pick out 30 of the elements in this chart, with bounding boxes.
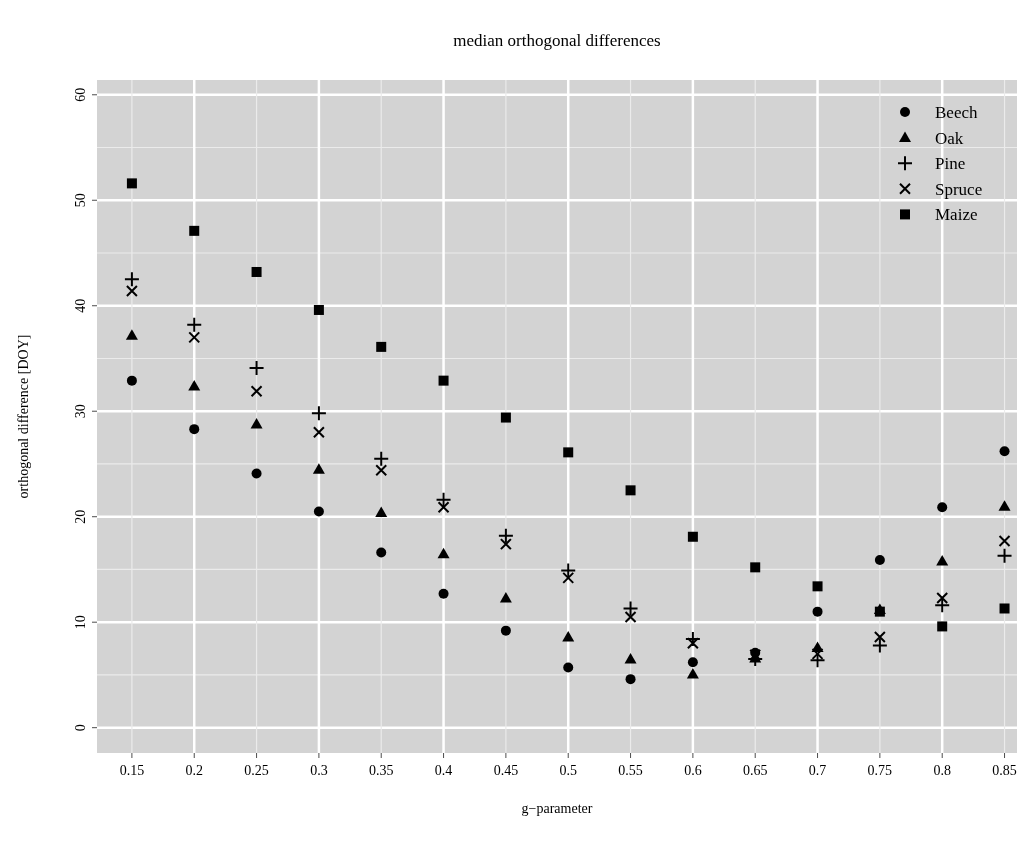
legend-label: Spruce: [935, 179, 983, 199]
x-tick-label: 0.6: [684, 763, 702, 778]
y-tick-label: 50: [73, 193, 88, 208]
x-tick-label: 0.3: [310, 763, 328, 778]
y-tick-label: 0: [73, 724, 88, 732]
x-tick-label: 0.5: [559, 763, 577, 778]
chart-title: median orthogonal differences: [453, 31, 661, 50]
legend-label: Maize: [935, 205, 978, 225]
x-tick-label: 0.85: [992, 763, 1017, 778]
x-tick-label: 0.75: [867, 763, 893, 778]
y-axis-title: orthogonal difference [DOY]: [16, 334, 31, 499]
x-tick-label: 0.25: [244, 763, 269, 778]
y-tick-label: 40: [73, 298, 88, 313]
x-tick-label: 0.65: [742, 763, 768, 778]
legend-label: Oak: [935, 128, 964, 148]
legend-label: Pine: [935, 154, 966, 174]
x-tick-label: 0.15: [119, 763, 145, 778]
y-tick-label: 20: [73, 509, 88, 524]
y-tick-label: 10: [73, 615, 88, 630]
x-tick-label: 0.55: [618, 763, 643, 778]
x-tick-label: 0.8: [933, 763, 951, 778]
legend-label: Beech: [935, 103, 978, 122]
y-tick-label: 30: [73, 404, 88, 419]
x-tick-label: 0.7: [808, 763, 827, 778]
x-tick-label: 0.2: [185, 763, 203, 778]
x-tick-label: 0.35: [368, 763, 394, 778]
x-tick-label: 0.4: [434, 763, 453, 778]
x-tick-label: 0.45: [493, 763, 519, 778]
y-tick-label: 60: [73, 87, 88, 102]
x-axis-title: g−parameter: [521, 801, 593, 816]
